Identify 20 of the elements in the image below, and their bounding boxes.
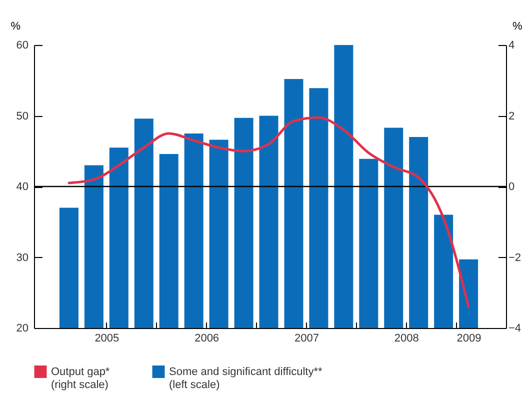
y2-tick-label: −2: [508, 252, 522, 264]
y-tick-label: 50: [16, 110, 28, 122]
x-tick-label: 2006: [194, 332, 220, 344]
y2-axis-title: %: [512, 20, 522, 32]
x-tick-label: 2008: [394, 332, 419, 344]
y2-tick-label: −4: [508, 322, 522, 334]
y-tick-label: 30: [16, 252, 28, 264]
x-tick-label: 2007: [294, 332, 319, 344]
y-axis-title: %: [10, 20, 21, 32]
x-tick-label: 2005: [94, 332, 120, 344]
y-tick-label: 40: [16, 181, 28, 193]
y2-tick-label: 2: [508, 110, 515, 122]
y2-tick-label: 0: [508, 181, 515, 193]
line-series: [68, 116, 470, 308]
y2-tick-label: 4: [508, 40, 515, 52]
y-tick-label: 20: [16, 322, 28, 334]
x-tick-label: 2009: [456, 332, 482, 344]
legend-label: Output gap* (right scale): [51, 366, 110, 391]
legend-label: Some and significant difficulty** (left scale): [169, 366, 323, 391]
y-tick-label: 60: [16, 40, 28, 52]
